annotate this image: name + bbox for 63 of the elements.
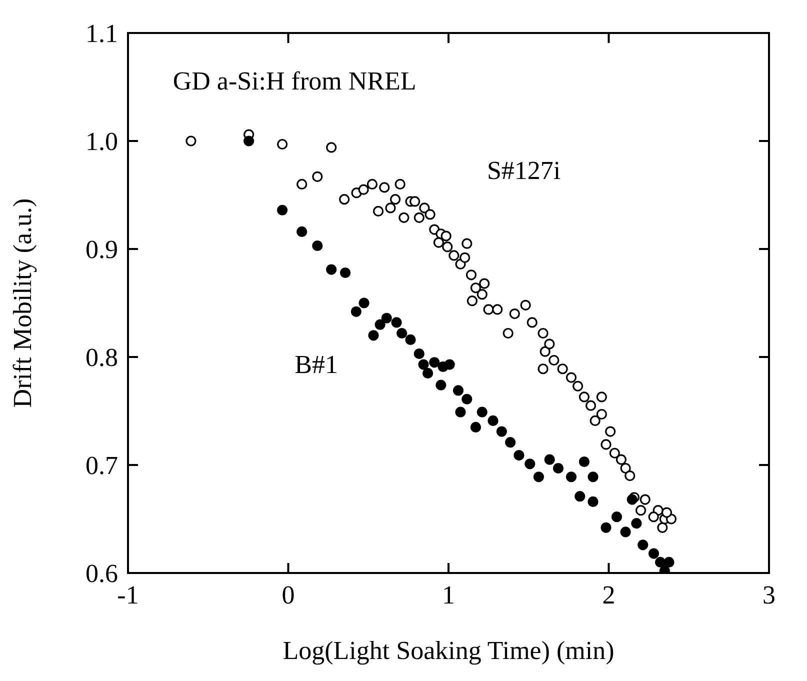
point bbox=[455, 406, 466, 418]
point bbox=[436, 380, 446, 390]
point bbox=[574, 491, 586, 502]
point bbox=[340, 267, 351, 278]
point bbox=[418, 359, 429, 370]
point bbox=[488, 415, 498, 426]
point bbox=[588, 496, 598, 508]
point bbox=[462, 394, 472, 404]
text: S#127i bbox=[486, 156, 561, 185]
y-tick-label: 1.1 bbox=[86, 19, 118, 48]
point bbox=[405, 334, 416, 346]
y-tick-label: 0.6 bbox=[86, 559, 118, 588]
point bbox=[277, 204, 288, 216]
point bbox=[588, 472, 598, 482]
point bbox=[350, 306, 362, 317]
x-tick-label: -1 bbox=[117, 580, 139, 610]
point bbox=[470, 422, 482, 432]
point bbox=[368, 330, 379, 341]
point bbox=[620, 526, 631, 538]
point bbox=[444, 359, 455, 370]
point bbox=[452, 385, 464, 396]
point bbox=[648, 548, 660, 559]
point bbox=[552, 462, 564, 474]
point bbox=[414, 348, 424, 360]
point bbox=[312, 240, 323, 252]
point bbox=[566, 472, 577, 482]
point bbox=[326, 264, 337, 275]
point bbox=[381, 312, 392, 324]
y-tick-label: 0.7 bbox=[86, 451, 118, 480]
point bbox=[578, 456, 590, 468]
point bbox=[626, 494, 638, 505]
x-tick-label: 1 bbox=[442, 580, 455, 610]
y-tick-label: 1.0 bbox=[86, 127, 118, 156]
point bbox=[664, 556, 674, 568]
y-tick-label: 0.8 bbox=[86, 343, 118, 372]
point bbox=[544, 454, 555, 465]
point bbox=[374, 319, 386, 330]
point bbox=[476, 406, 488, 418]
x-tick-label: 3 bbox=[762, 580, 776, 610]
point bbox=[496, 426, 508, 437]
point bbox=[391, 317, 402, 328]
x-axis-title: Log(Light Soaking Time) (min) bbox=[282, 636, 614, 665]
point bbox=[422, 368, 434, 378]
x-tick-label: 2 bbox=[602, 580, 616, 610]
point bbox=[533, 472, 544, 482]
point bbox=[514, 450, 524, 461]
series-label: B#1 bbox=[294, 350, 338, 380]
point bbox=[611, 512, 622, 522]
y-tick-label: 0.9 bbox=[86, 235, 118, 264]
point bbox=[244, 136, 254, 146]
point bbox=[358, 298, 370, 308]
point bbox=[505, 437, 516, 448]
point bbox=[655, 556, 666, 568]
point bbox=[396, 328, 408, 339]
point bbox=[638, 540, 648, 550]
point bbox=[600, 522, 612, 533]
annotation: GD a-Si:H from NREL bbox=[172, 66, 416, 96]
x-tick-label: 0 bbox=[282, 580, 295, 610]
point bbox=[524, 458, 536, 470]
point bbox=[296, 226, 308, 238]
y-axis-title: Drift Mobility (a.u.) bbox=[8, 198, 38, 408]
point bbox=[429, 357, 440, 368]
point bbox=[631, 518, 642, 529]
